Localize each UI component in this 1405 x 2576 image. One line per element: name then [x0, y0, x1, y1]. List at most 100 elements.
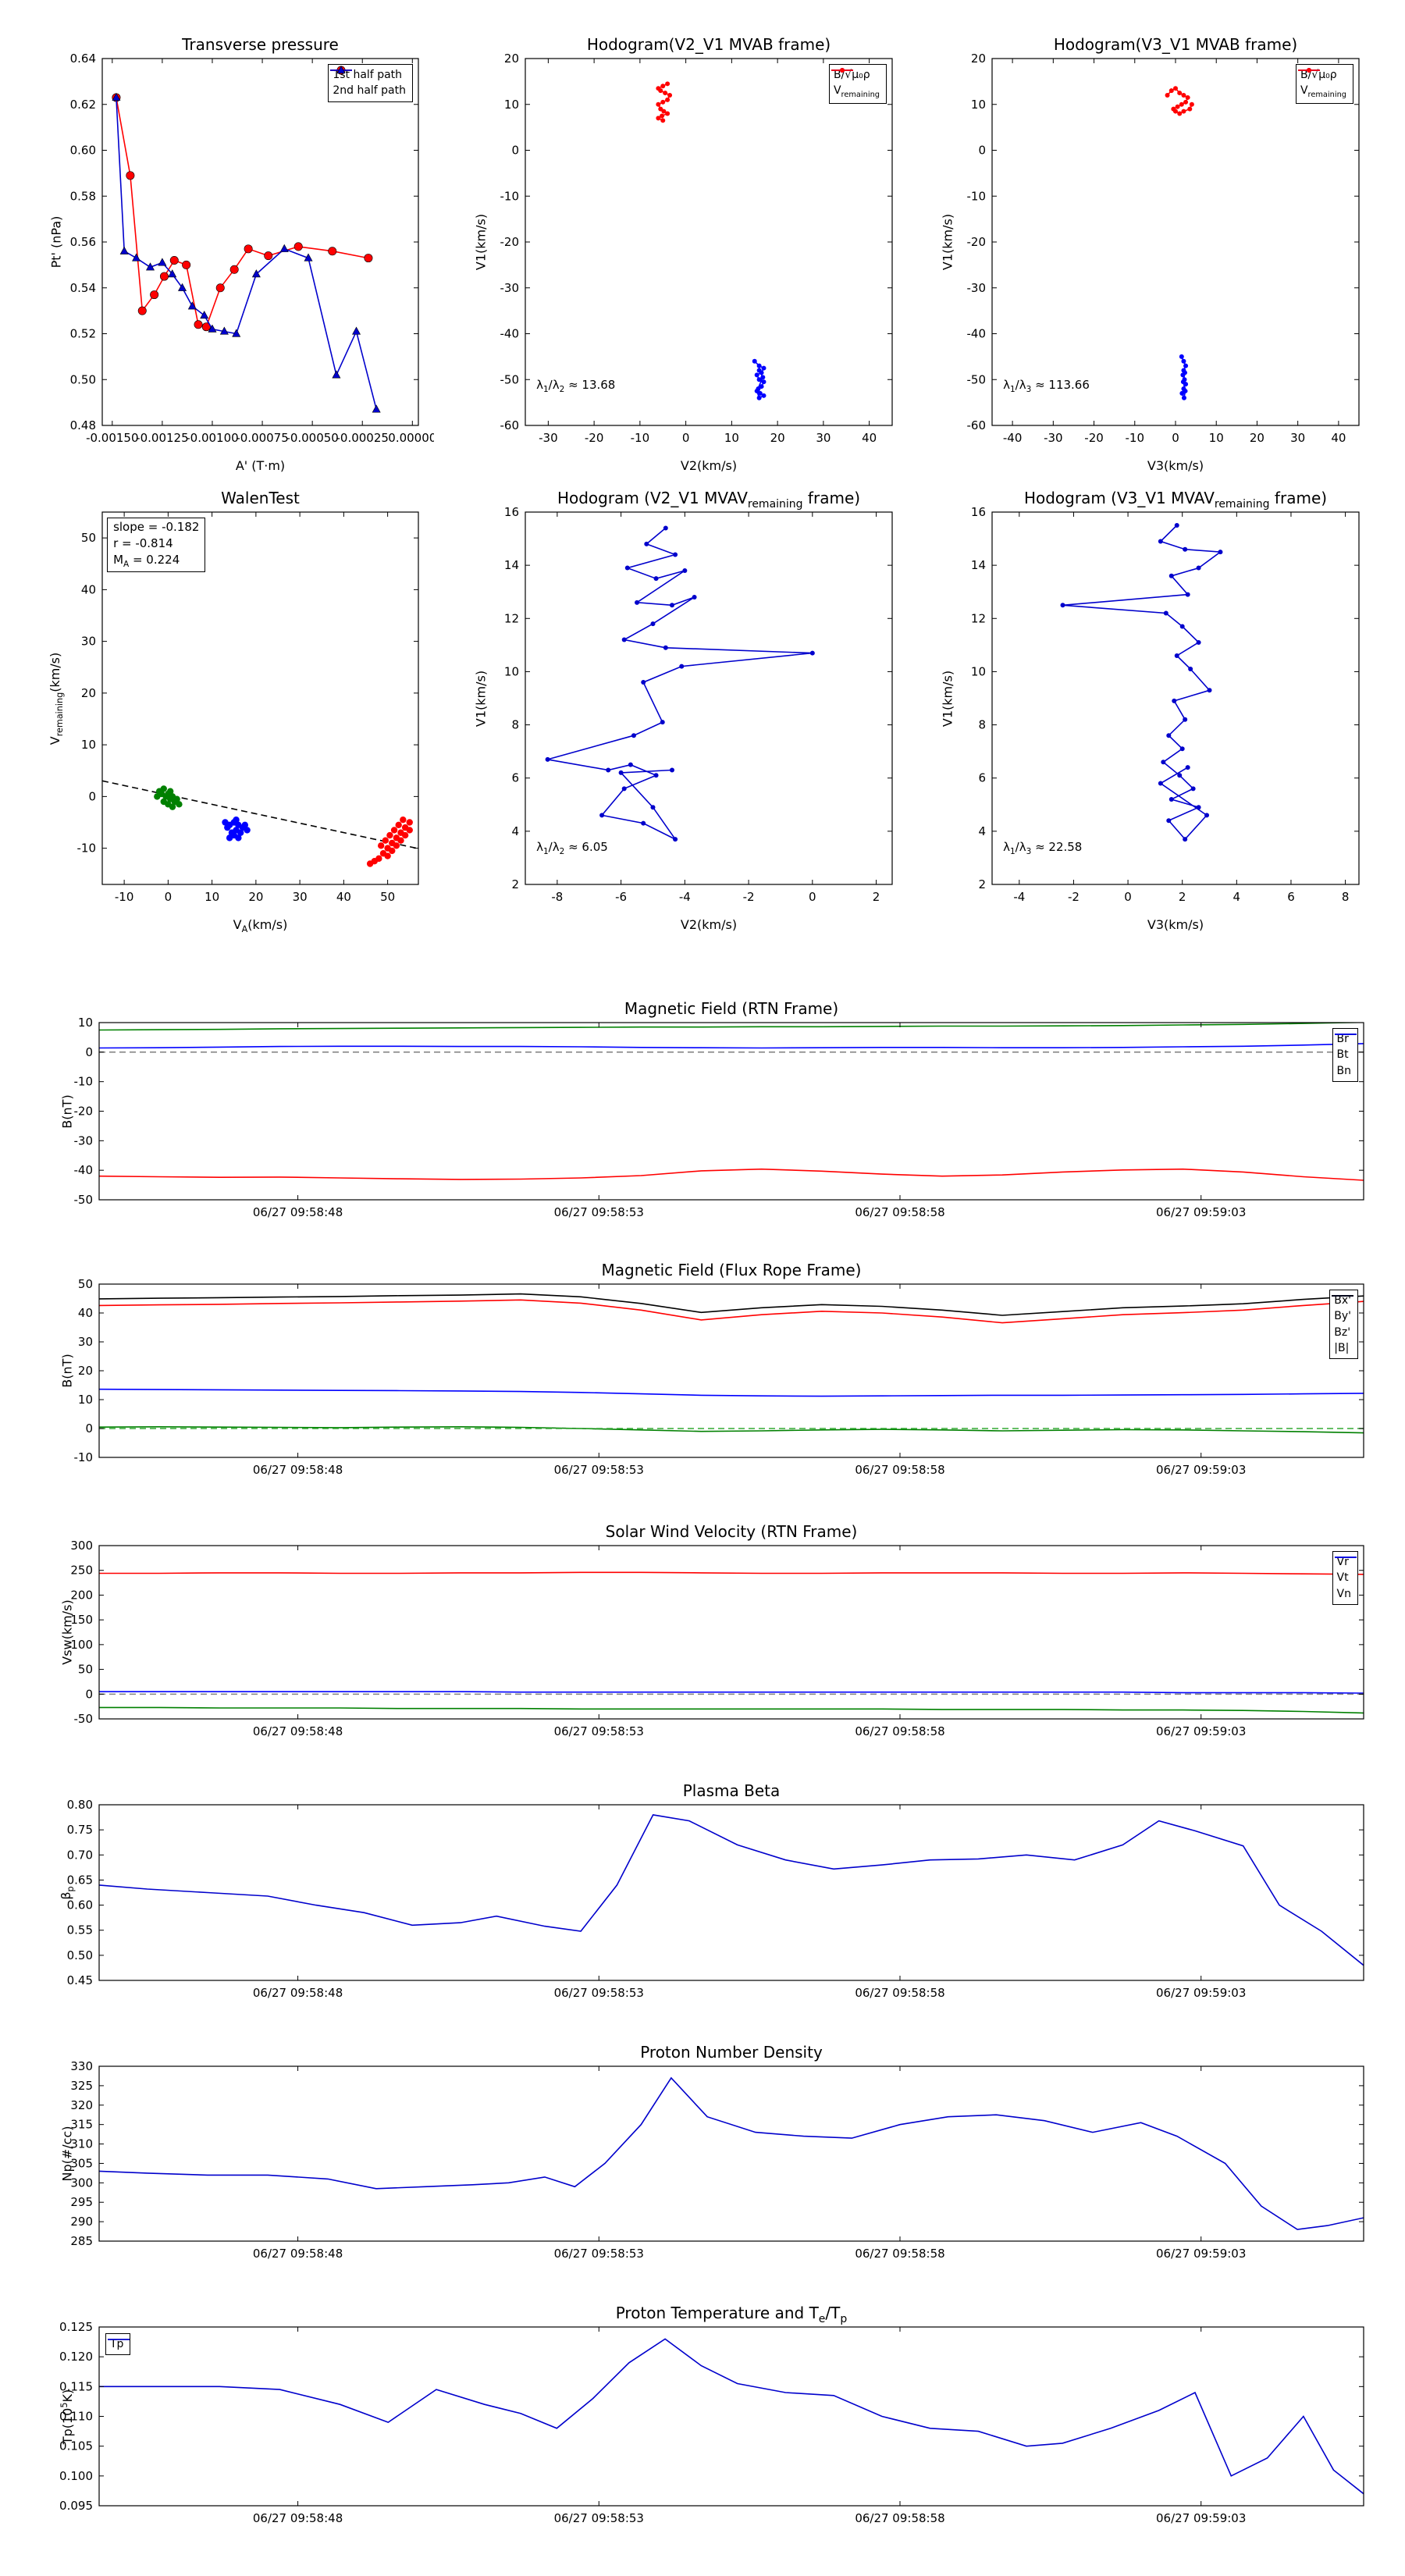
chart-title: WalenTest	[221, 489, 300, 507]
x-tick-label: 10	[205, 890, 219, 904]
y-tick-label: 0.52	[70, 327, 96, 341]
y-tick-label: 330	[70, 2059, 93, 2073]
legend-marker-icon	[330, 65, 353, 74]
y-axis-label: B(nT)	[59, 1354, 75, 1388]
chart-title: Magnetic Field (RTN Frame)	[624, 999, 839, 1018]
x-tick-label: 0	[809, 890, 816, 904]
chart-canvas: -4 -2 0 2 4 6 8 2 4 6 8 10 12 14 16	[971, 505, 1360, 904]
legend-marker-icon	[831, 68, 853, 73]
y-tick-label: 0.115	[59, 2379, 93, 2393]
y-tick-label: 290	[70, 2215, 93, 2229]
y-tick-label: 0.65	[67, 1873, 93, 1887]
y-axis-label: B(nT)	[59, 1094, 75, 1129]
y-tick-label: 0.45	[67, 1973, 93, 1987]
y-tick-label: 14	[504, 558, 519, 572]
y-tick-label: 10	[78, 1016, 93, 1030]
y-tick-label: -60	[967, 418, 987, 432]
x-tick-label: 06/27 09:58:48	[253, 2511, 343, 2525]
y-tick-label: 0.64	[70, 52, 96, 66]
x-tick-label: 06/27 09:58:53	[554, 1205, 644, 1219]
x-tick-label: 06/27 09:58:53	[554, 1463, 644, 1477]
y-tick-label: 0.120	[59, 2350, 93, 2364]
y-tick-label: -50	[500, 372, 520, 386]
legend-entry: Bz'	[1332, 1295, 1354, 1340]
legend-entry: Bn	[1334, 1034, 1357, 1079]
x-tick-label: -30	[539, 431, 558, 445]
y-tick-label: -50	[967, 372, 987, 386]
chart-canvas: 06/27 09:58:48 06/27 09:58:53 06/27 09:58:…	[59, 2320, 1364, 2525]
y-tick-label: 8	[511, 718, 519, 732]
y-tick-label: 10	[78, 1393, 93, 1407]
y-tick-label: 2	[511, 877, 519, 891]
x-tick-label: 06/27 09:58:58	[855, 2511, 944, 2525]
chart-hodogram-v3v1-mvav: -4 -2 0 2 4 6 8 2 4 6 8 10 12 14 16 Hodogram (V3_V1 MVA…	[935, 484, 1372, 945]
x-tick-label: 30	[293, 890, 308, 904]
x-tick-label: -30	[1044, 431, 1063, 445]
annotation: λ1/λ2 ≈ 6.05	[536, 839, 608, 856]
y-tick-label: -10	[74, 1450, 94, 1464]
y-tick-label: -40	[967, 327, 987, 341]
y-tick-label: 0.70	[67, 1848, 93, 1862]
y-tick-label: 285	[70, 2234, 93, 2248]
y-tick-label: 0	[85, 1421, 93, 1436]
y-tick-label: 2	[978, 877, 986, 891]
y-tick-label: 6	[511, 771, 519, 785]
y-tick-label: 4	[978, 824, 986, 838]
x-tick-label: -0.00100	[186, 431, 238, 445]
y-tick-label: 20	[78, 1364, 93, 1378]
chart-walen-test: -10 0 10 20 30 40 50 -10 0 10 20 30 40 50 WalenTest VA(…	[44, 484, 434, 945]
y-tick-label: 0	[85, 1045, 93, 1059]
y-tick-label: 12	[504, 611, 519, 625]
legend-entry: By'	[1332, 1295, 1354, 1324]
annotation: slope = -0.182 r = -0.814 MA = 0.224	[107, 518, 206, 572]
y-axis-label: V1(km/s)	[940, 670, 955, 727]
y-tick-label: -30	[500, 281, 520, 295]
y-axis-label: Vremaining(km/s)	[47, 652, 66, 745]
x-tick-label: 06/27 09:59:03	[1156, 1724, 1246, 1738]
legend-marker-icon	[1332, 1295, 1354, 1297]
y-tick-label: 0	[511, 144, 519, 158]
x-tick-label: 06/27 09:59:03	[1156, 2247, 1246, 2261]
x-tick-label: -10	[115, 890, 134, 904]
chart-hodogram-v2v1-mvab: -30 -20 -10 0 10 20 30 40 -60 -50 -40 -30 -20 -10 0 10 2…	[468, 31, 905, 484]
chart-canvas: -8 -6 -4 -2 0 2 2 4 6 8 10 12 14 16	[504, 505, 893, 904]
y-tick-label: 0.60	[70, 144, 96, 158]
y-tick-label: 30	[78, 1335, 93, 1349]
x-axis-label: V2(km/s)	[680, 458, 738, 473]
legend-entry: Vn	[1334, 1557, 1357, 1602]
y-tick-label: -10	[967, 189, 987, 203]
legend-entry: 2nd half path	[330, 65, 406, 98]
chart-title: Proton Number Density	[640, 2043, 823, 2062]
y-tick-label: 0.100	[59, 2469, 93, 2483]
x-tick-label: 06/27 09:58:53	[554, 2511, 644, 2525]
x-tick-label: -20	[585, 431, 604, 445]
chart-title: Magnetic Field (Flux Rope Frame)	[601, 1261, 862, 1279]
chart-canvas: 06/27 09:58:48 06/27 09:58:53 06/27 09:58:…	[70, 2059, 1364, 2261]
chart-proton-temperature: 06/27 09:58:48 06/27 09:58:53 06/27 09:58:…	[55, 2304, 1382, 2532]
legend-marker-icon	[108, 2339, 130, 2340]
x-tick-label: 40	[1331, 431, 1346, 445]
y-tick-label: 10	[504, 664, 519, 678]
x-tick-label: -10	[631, 431, 650, 445]
y-tick-label: 325	[70, 2079, 93, 2093]
x-tick-label: -0.00150	[86, 431, 138, 445]
chart-canvas: -0.00150-0.00125-0.00100-0.00075-0.00050…	[70, 52, 434, 445]
y-tick-label: -10	[74, 1075, 94, 1089]
x-axis-label: A' (T·m)	[235, 458, 286, 473]
y-tick-label: -10	[500, 189, 520, 203]
x-tick-label: -6	[615, 890, 627, 904]
legend-label: By'	[1334, 1310, 1351, 1323]
y-tick-label: 20	[504, 52, 519, 66]
y-tick-label: 0.56	[70, 235, 96, 249]
x-tick-label: 06/27 09:59:03	[1156, 1463, 1246, 1477]
x-tick-label: -0.00075	[236, 431, 288, 445]
x-tick-label: 40	[336, 890, 351, 904]
x-tick-label: 2	[873, 890, 880, 904]
chart-title: Hodogram (V2_V1 MVAVremaining frame)	[557, 489, 861, 511]
y-tick-label: 305	[70, 2156, 93, 2170]
y-tick-label: -40	[500, 327, 520, 341]
x-tick-label: -0.00050	[286, 431, 338, 445]
y-tick-label: 4	[511, 824, 519, 838]
y-axis-label: βp	[58, 1885, 76, 1900]
